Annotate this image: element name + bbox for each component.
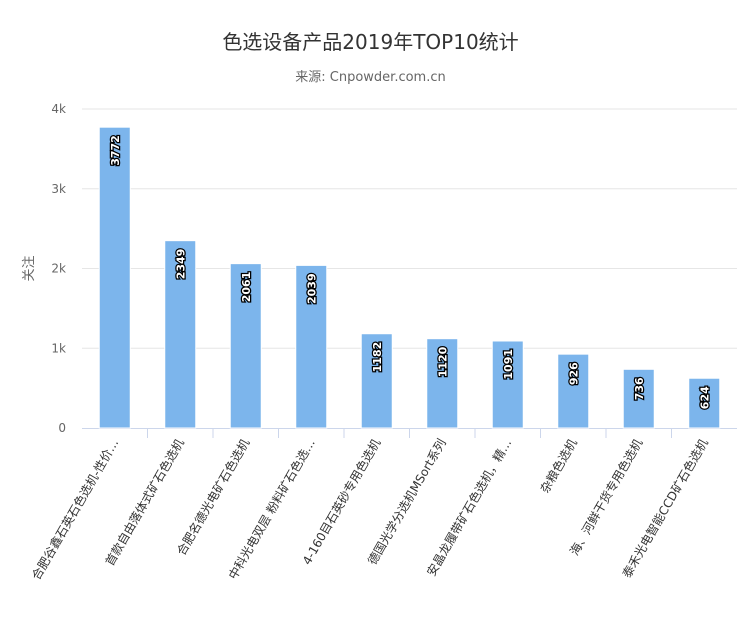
bar — [360, 333, 393, 429]
x-tick-label: 德国光学分选机MSort系列 — [364, 436, 448, 567]
data-label: 736 — [633, 377, 646, 400]
y-tick-label: 4k — [51, 102, 66, 116]
x-tick-label: 杂粮色选机 — [537, 436, 580, 495]
data-label: 2039 — [305, 273, 318, 304]
x-tick-label: 首款自由落体式矿石色选机 — [103, 437, 187, 569]
bar — [557, 353, 590, 429]
bar — [426, 338, 459, 429]
data-label: 1182 — [371, 342, 384, 373]
bar — [622, 368, 655, 429]
data-label: 1120 — [436, 346, 449, 377]
data-label: 2349 — [174, 249, 187, 280]
bar — [98, 126, 131, 429]
x-tick-label: 4-160目石英砂专用色选机 — [299, 436, 383, 567]
chart-subtitle: 来源: Cnpowder.com.cn — [295, 70, 446, 85]
bar — [295, 264, 328, 429]
y-tick-label: 3k — [51, 182, 66, 196]
y-tick-label: 2k — [51, 262, 66, 276]
y-tick-label: 1k — [51, 341, 66, 355]
data-label: 3772 — [109, 135, 122, 166]
x-tick-label: 海、河鲜干货专用色选机 — [566, 436, 645, 558]
y-tick-label: 0 — [58, 421, 66, 435]
x-tick-label: 合肥名德光电矿石色选机 — [173, 436, 252, 558]
bar — [229, 263, 262, 429]
bar — [491, 340, 524, 429]
bar — [164, 240, 197, 429]
y-axis-title: 关注 — [22, 255, 37, 281]
chart-title: 色选设备产品2019年TOP10统计 — [222, 30, 519, 54]
data-label: 2061 — [240, 272, 253, 303]
data-label: 926 — [567, 362, 580, 385]
bar — [688, 377, 721, 429]
data-label: 624 — [698, 386, 711, 409]
data-label: 1091 — [502, 349, 515, 380]
